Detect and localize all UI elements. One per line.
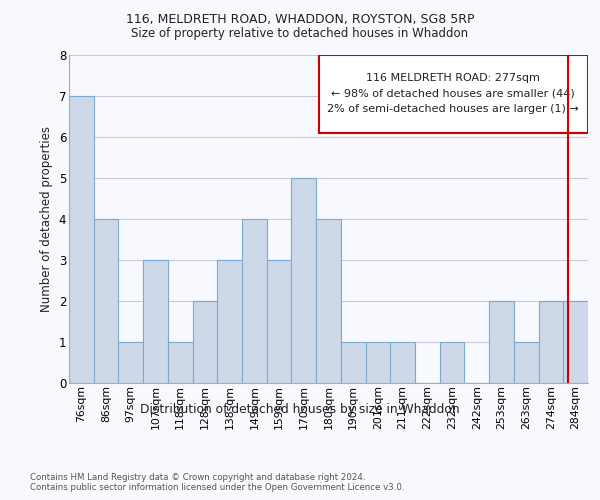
Bar xyxy=(168,342,193,382)
Text: 116 MELDRETH ROAD: 277sqm
← 98% of detached houses are smaller (44)
2% of semi-d: 116 MELDRETH ROAD: 277sqm ← 98% of detac… xyxy=(328,74,579,114)
Text: 116, MELDRETH ROAD, WHADDON, ROYSTON, SG8 5RP: 116, MELDRETH ROAD, WHADDON, ROYSTON, SG… xyxy=(126,12,474,26)
Bar xyxy=(316,219,341,382)
Bar xyxy=(514,342,539,382)
Bar xyxy=(440,342,464,382)
Bar xyxy=(69,96,94,382)
Text: Contains HM Land Registry data © Crown copyright and database right 2024.
Contai: Contains HM Land Registry data © Crown c… xyxy=(30,473,404,492)
Bar xyxy=(292,178,316,382)
Bar xyxy=(319,55,588,133)
Bar xyxy=(267,260,292,382)
Bar xyxy=(563,300,588,382)
Bar xyxy=(365,342,390,382)
Bar xyxy=(341,342,365,382)
Bar xyxy=(539,300,563,382)
Text: Size of property relative to detached houses in Whaddon: Size of property relative to detached ho… xyxy=(131,28,469,40)
Bar xyxy=(390,342,415,382)
Bar xyxy=(143,260,168,382)
Bar xyxy=(217,260,242,382)
Bar xyxy=(489,300,514,382)
Y-axis label: Number of detached properties: Number of detached properties xyxy=(40,126,53,312)
Bar xyxy=(94,219,118,382)
Bar xyxy=(242,219,267,382)
Text: Distribution of detached houses by size in Whaddon: Distribution of detached houses by size … xyxy=(140,402,460,415)
Bar xyxy=(193,300,217,382)
Bar xyxy=(118,342,143,382)
